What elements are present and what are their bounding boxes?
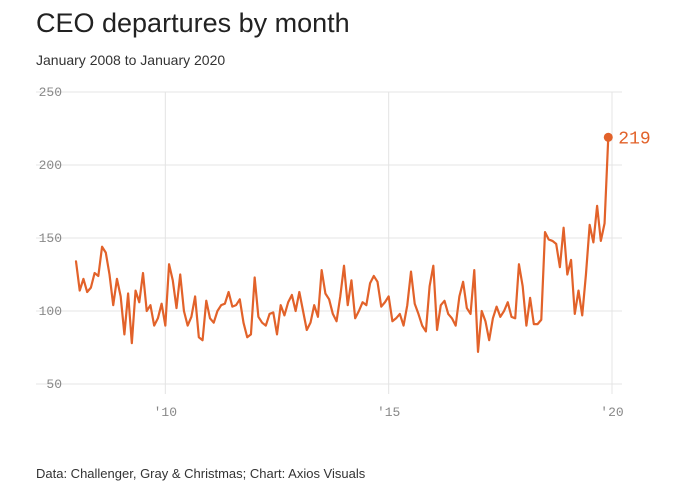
y-tick-label: 100 [39,304,62,319]
end-point [603,132,613,142]
end-value-label: 219 [618,129,650,149]
x-tick-label: '10 [154,405,177,420]
source-note: Data: Challenger, Gray & Christmas; Char… [36,466,366,481]
y-tick-label: 200 [39,158,62,173]
tick-layer: 50 100 150 200 250 '10 '15 '20 [39,85,624,420]
series-line [74,136,610,353]
y-tick-label: 250 [39,85,62,100]
y-tick-label: 50 [46,377,62,392]
chart-subtitle: January 2008 to January 2020 [36,52,226,68]
y-tick-label: 150 [39,231,62,246]
x-tick-label: '20 [600,405,623,420]
grid-layer [36,91,622,394]
x-tick-label: '15 [377,405,400,420]
chart-title: CEO departures by month [36,8,350,38]
